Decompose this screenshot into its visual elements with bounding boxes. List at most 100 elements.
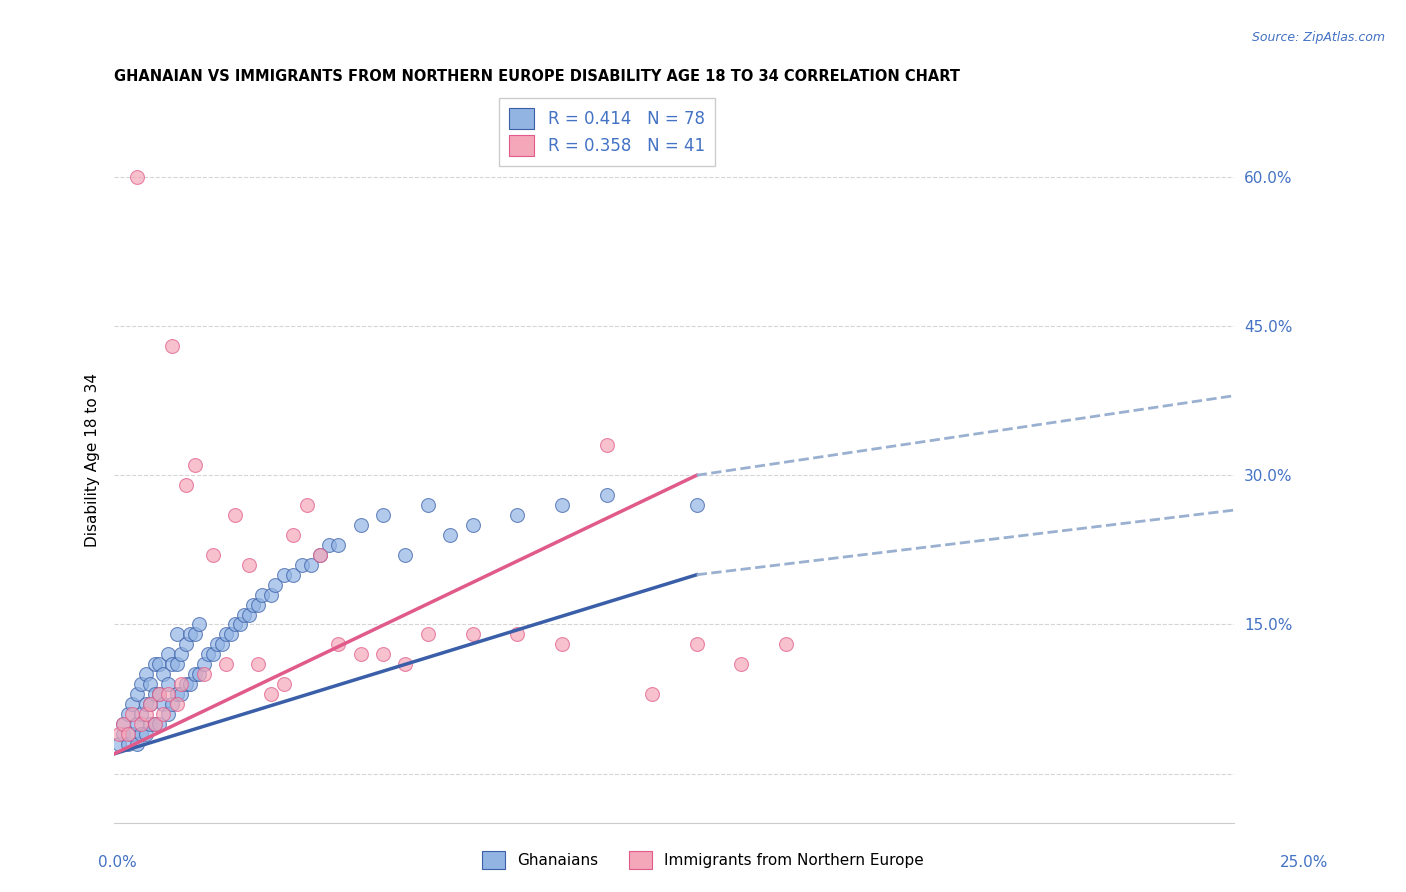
Point <box>117 737 139 751</box>
Point <box>156 648 179 662</box>
Text: 0.0%: 0.0% <box>98 855 138 870</box>
Point <box>148 687 170 701</box>
Point <box>371 508 394 522</box>
Point <box>193 667 215 681</box>
Point <box>193 657 215 672</box>
Point <box>162 697 184 711</box>
Point <box>148 717 170 731</box>
Point <box>121 706 143 721</box>
Point <box>238 607 260 622</box>
Point <box>188 667 211 681</box>
Point <box>246 657 269 672</box>
Point <box>143 717 166 731</box>
Point <box>170 687 193 701</box>
Point <box>117 706 139 721</box>
Point <box>139 677 162 691</box>
Point <box>461 518 484 533</box>
Point <box>135 706 157 721</box>
Point <box>184 627 207 641</box>
Point <box>551 637 574 651</box>
Point <box>264 577 287 591</box>
Point <box>506 627 529 641</box>
Point <box>179 627 201 641</box>
Point <box>135 667 157 681</box>
Point <box>143 687 166 701</box>
Point <box>224 617 246 632</box>
Point <box>112 717 135 731</box>
Point <box>197 648 219 662</box>
Point <box>291 558 314 572</box>
Point <box>107 737 129 751</box>
Point <box>129 706 152 721</box>
Text: Source: ZipAtlas.com: Source: ZipAtlas.com <box>1251 31 1385 45</box>
Point <box>121 697 143 711</box>
Point <box>166 657 188 672</box>
Point <box>246 598 269 612</box>
Point <box>135 727 157 741</box>
Point <box>143 717 166 731</box>
Point <box>201 548 224 562</box>
Point <box>139 697 162 711</box>
Point <box>170 648 193 662</box>
Point <box>260 687 283 701</box>
Point <box>219 627 242 641</box>
Point <box>129 727 152 741</box>
Point <box>125 687 148 701</box>
Point <box>730 657 752 672</box>
Point <box>152 706 174 721</box>
Point <box>121 727 143 741</box>
Point <box>152 697 174 711</box>
Point <box>596 488 619 502</box>
Y-axis label: Disability Age 18 to 34: Disability Age 18 to 34 <box>86 374 100 548</box>
Point <box>349 518 371 533</box>
Point <box>394 657 416 672</box>
Point <box>641 687 664 701</box>
Point <box>166 697 188 711</box>
Point <box>394 548 416 562</box>
Point <box>125 737 148 751</box>
Point <box>686 637 709 651</box>
Point <box>273 677 295 691</box>
Point <box>174 637 197 651</box>
Text: 25.0%: 25.0% <box>1281 855 1329 870</box>
Point <box>299 558 322 572</box>
Point <box>156 687 179 701</box>
Point <box>184 667 207 681</box>
Point <box>112 717 135 731</box>
Point <box>506 508 529 522</box>
Point <box>260 588 283 602</box>
Point <box>596 438 619 452</box>
Point <box>129 677 152 691</box>
Point <box>215 657 238 672</box>
Point <box>184 458 207 473</box>
Point <box>135 697 157 711</box>
Point <box>328 637 350 651</box>
Point <box>107 727 129 741</box>
Point <box>238 558 260 572</box>
Point <box>318 538 340 552</box>
Point <box>242 598 264 612</box>
Point <box>439 528 461 542</box>
Point <box>174 478 197 492</box>
Point <box>309 548 332 562</box>
Point <box>156 677 179 691</box>
Point <box>215 627 238 641</box>
Point <box>273 567 295 582</box>
Point <box>129 717 152 731</box>
Legend: Ghanaians, Immigrants from Northern Europe: Ghanaians, Immigrants from Northern Euro… <box>477 845 929 875</box>
Point <box>143 657 166 672</box>
Point <box>188 617 211 632</box>
Point <box>283 567 305 582</box>
Point <box>686 498 709 512</box>
Point <box>201 648 224 662</box>
Point <box>125 169 148 184</box>
Point <box>162 339 184 353</box>
Point <box>328 538 350 552</box>
Point <box>207 637 229 651</box>
Point <box>174 677 197 691</box>
Point <box>152 667 174 681</box>
Point <box>228 617 250 632</box>
Point <box>309 548 332 562</box>
Point <box>162 657 184 672</box>
Point <box>148 687 170 701</box>
